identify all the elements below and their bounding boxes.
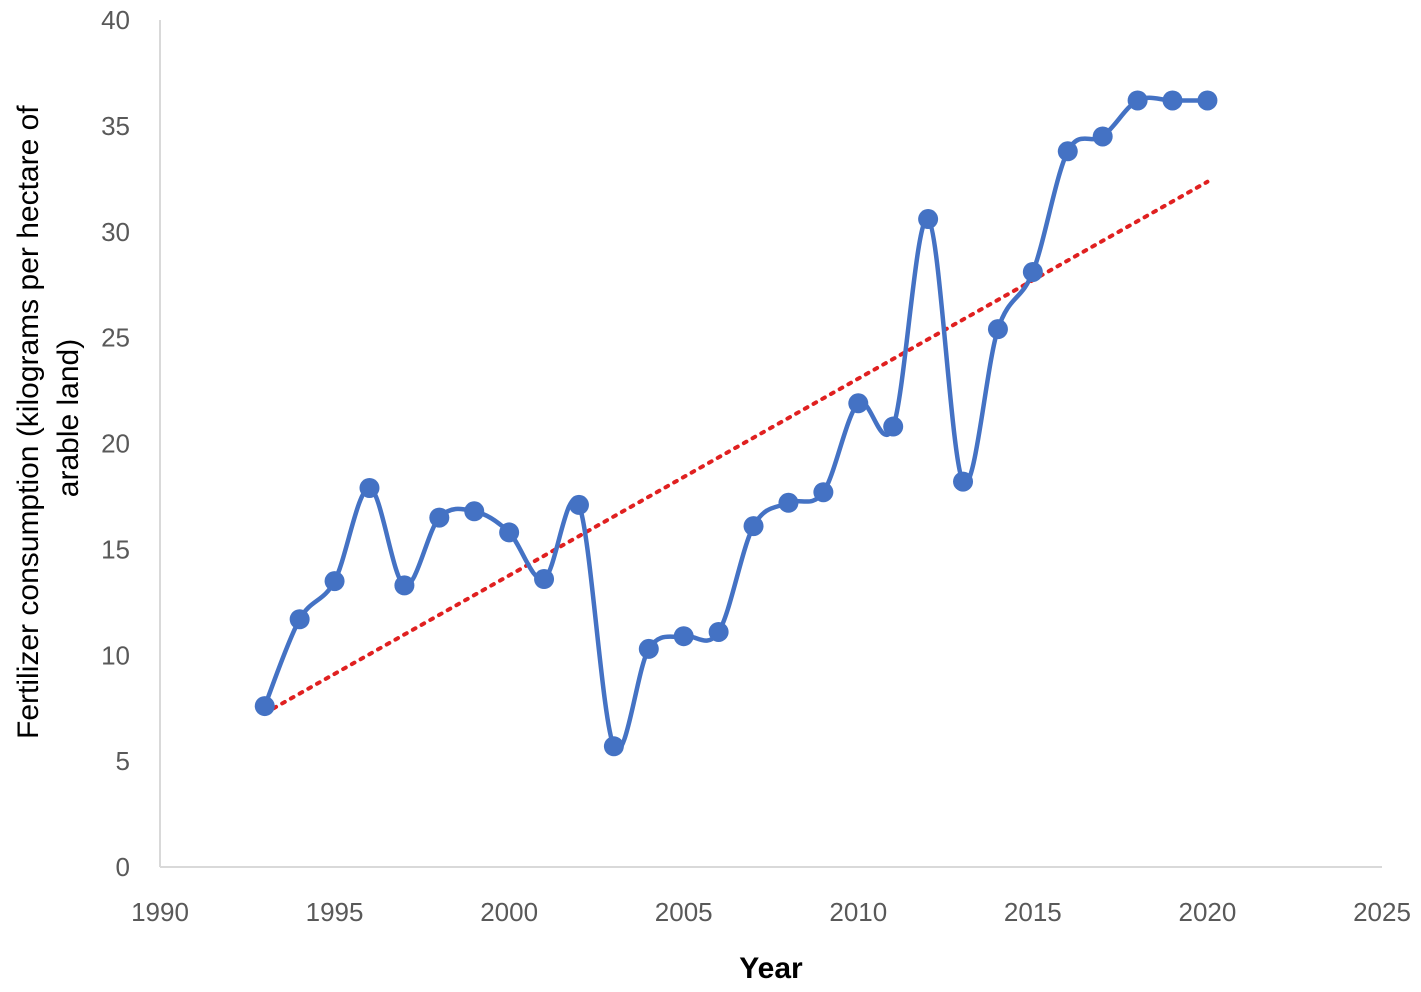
x-axis-title: Year (739, 952, 803, 985)
data-point-2018 (1127, 90, 1148, 111)
x-tick-label: 2005 (655, 897, 713, 927)
x-tick-label: 2025 (1353, 897, 1411, 927)
data-point-1994 (289, 609, 310, 630)
y-axis-title-line-1: Fertilizer consumption (kilograms per he… (12, 105, 45, 739)
y-tick-label: 30 (101, 217, 130, 247)
data-point-2010 (848, 393, 869, 414)
y-tick-label: 35 (101, 111, 130, 141)
x-tick-label: 1995 (306, 897, 364, 927)
data-point-2002 (568, 494, 589, 515)
y-tick-label: 25 (101, 323, 130, 353)
y-tick-label: 15 (101, 534, 130, 564)
data-point-1997 (394, 575, 415, 596)
data-point-2003 (603, 736, 624, 757)
y-tick-label: 20 (101, 429, 130, 459)
data-point-2017 (1092, 126, 1113, 147)
data-point-1999 (464, 501, 485, 522)
data-point-2016 (1057, 141, 1078, 162)
y-tick-labels: 0 5 10 15 20 25 30 35 40 (101, 5, 130, 882)
x-tick-label: 2020 (1179, 897, 1237, 927)
x-tick-label: 2010 (829, 897, 887, 927)
x-tick-label: 2000 (480, 897, 538, 927)
data-point-2006 (708, 621, 729, 642)
y-axis-title-line-2: arable land) (52, 339, 85, 497)
data-point-2015 (1022, 261, 1043, 282)
data-point-2014 (987, 319, 1008, 340)
data-point-2001 (534, 569, 555, 590)
data-point-2004 (638, 638, 659, 659)
data-point-1995 (324, 571, 345, 592)
data-point-2007 (743, 516, 764, 537)
data-point-2011 (883, 416, 904, 437)
data-point-2020 (1197, 90, 1218, 111)
data-point-2013 (953, 471, 974, 492)
data-point-2005 (673, 626, 694, 647)
data-point-2000 (499, 522, 520, 543)
data-point-1996 (359, 477, 380, 498)
data-point-2009 (813, 482, 834, 503)
x-tick-label: 2015 (1004, 897, 1062, 927)
y-axis-title: Fertilizer consumption (kilograms per he… (12, 97, 85, 739)
y-tick-label: 0 (116, 852, 130, 882)
trendline (262, 179, 1210, 716)
series-line (262, 95, 1208, 752)
data-point-1998 (429, 507, 450, 528)
data-point-2012 (918, 209, 939, 230)
y-tick-label: 40 (101, 5, 130, 35)
data-point-2008 (778, 492, 799, 513)
y-tick-label: 5 (116, 746, 130, 776)
x-tick-labels: 1990 1995 2000 2005 2010 2015 2020 2025 (131, 897, 1411, 927)
y-tick-label: 10 (101, 640, 130, 670)
data-point-1993 (254, 696, 275, 717)
data-points (254, 90, 1218, 757)
data-point-2019 (1162, 90, 1183, 111)
x-tick-label: 1990 (131, 897, 189, 927)
